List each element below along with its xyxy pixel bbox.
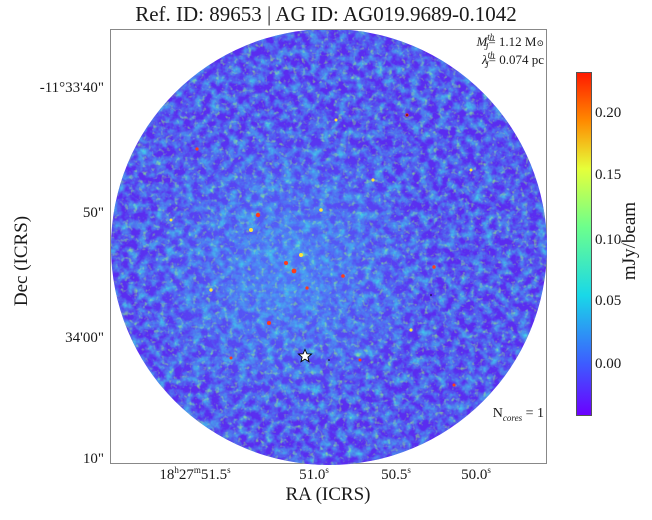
- colorbar: [576, 72, 592, 416]
- y-tick-label: 50": [82, 205, 104, 221]
- colorbar-tick: 0.10: [595, 232, 622, 248]
- colorbar-tick: 0.00: [595, 356, 622, 372]
- ncores-label: Ncores = 1: [492, 406, 544, 423]
- star-icon: [297, 348, 313, 363]
- jeans-mass-annotation: MthJ= 1.12 M⊙: [476, 32, 544, 52]
- emission-map: [111, 30, 547, 465]
- y-tick-label: -11°33'40": [39, 80, 104, 96]
- page-title: Ref. ID: 89653 | AG ID: AG019.9689-0.104…: [135, 2, 517, 26]
- colorbar-label: mJy/beam: [619, 201, 640, 281]
- y-tick-label: 34'00": [65, 330, 104, 346]
- y-axis-label: Dec (ICRS): [11, 215, 32, 307]
- colorbar-tick: 0.15: [595, 167, 622, 183]
- x-tick-label: 18h27m51.5s: [159, 465, 231, 483]
- x-tick-label: 50.5s: [381, 465, 411, 483]
- image-frame: [110, 29, 547, 465]
- colorbar-tick: 0.20: [595, 105, 622, 121]
- x-tick-label: 51.0s: [299, 465, 329, 483]
- x-axis-label: RA (ICRS): [285, 484, 371, 505]
- colorbar-tick: 0.05: [595, 293, 622, 309]
- y-tick-label: 10": [82, 451, 104, 467]
- jeans-length-annotation: λthJ= 0.074 pc: [481, 50, 544, 70]
- x-tick-label: 50.0s: [461, 465, 491, 483]
